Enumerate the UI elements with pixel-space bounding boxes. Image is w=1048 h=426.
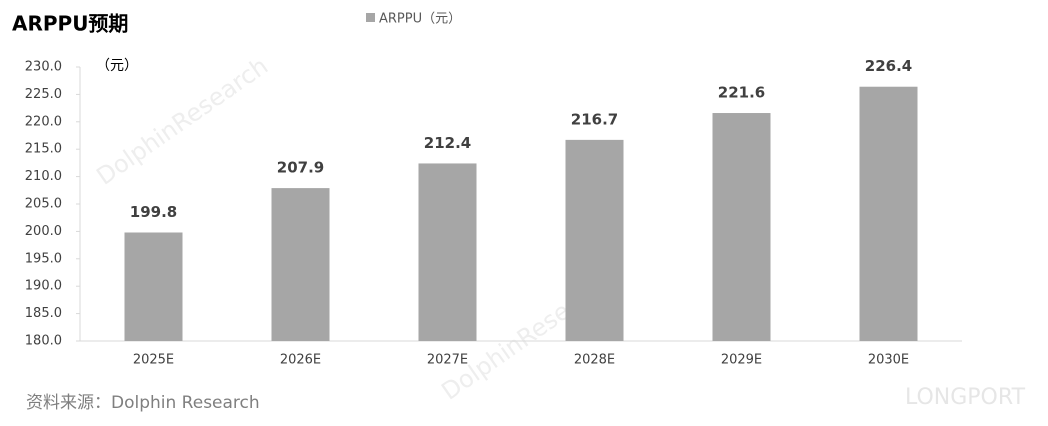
bar [418, 163, 477, 341]
y-tick-label: 190.0 [25, 279, 62, 294]
value-label: 216.7 [571, 110, 618, 128]
value-label: 226.4 [865, 57, 912, 75]
y-unit: （元） [96, 58, 138, 74]
x-tick-label: 2030E [868, 353, 909, 368]
y-tick-label: 230.0 [25, 60, 62, 75]
bar [271, 188, 330, 341]
y-tick-label: 200.0 [25, 224, 62, 239]
value-label: 199.8 [130, 203, 177, 221]
x-tick-label: 2028E [574, 353, 615, 368]
value-label: 221.6 [718, 84, 765, 102]
y-tick-label: 180.0 [25, 334, 62, 349]
y-tick-label: 185.0 [25, 306, 62, 321]
y-tick-label: 205.0 [25, 197, 62, 212]
bar [565, 139, 624, 341]
bar [859, 86, 918, 341]
bar [712, 113, 771, 341]
legend-swatch [366, 13, 375, 22]
brand: LONGPORT [905, 385, 1026, 410]
legend-label: ARPPU（元） [379, 12, 461, 27]
value-label: 212.4 [424, 134, 471, 152]
chart-title: ARPPU预期 [12, 12, 128, 36]
x-tick-label: 2029E [721, 353, 762, 368]
y-tick-label: 195.0 [25, 251, 62, 266]
x-tick-label: 2026E [280, 353, 321, 368]
x-tick-label: 2025E [133, 353, 174, 368]
y-tick-label: 225.0 [25, 87, 62, 102]
bar [124, 232, 183, 341]
source: 资料来源：Dolphin Research [26, 393, 260, 413]
y-tick-label: 215.0 [25, 142, 62, 157]
value-label: 207.9 [277, 159, 324, 177]
y-tick-label: 210.0 [25, 169, 62, 184]
x-tick-label: 2027E [427, 353, 468, 368]
y-tick-label: 220.0 [25, 114, 62, 129]
